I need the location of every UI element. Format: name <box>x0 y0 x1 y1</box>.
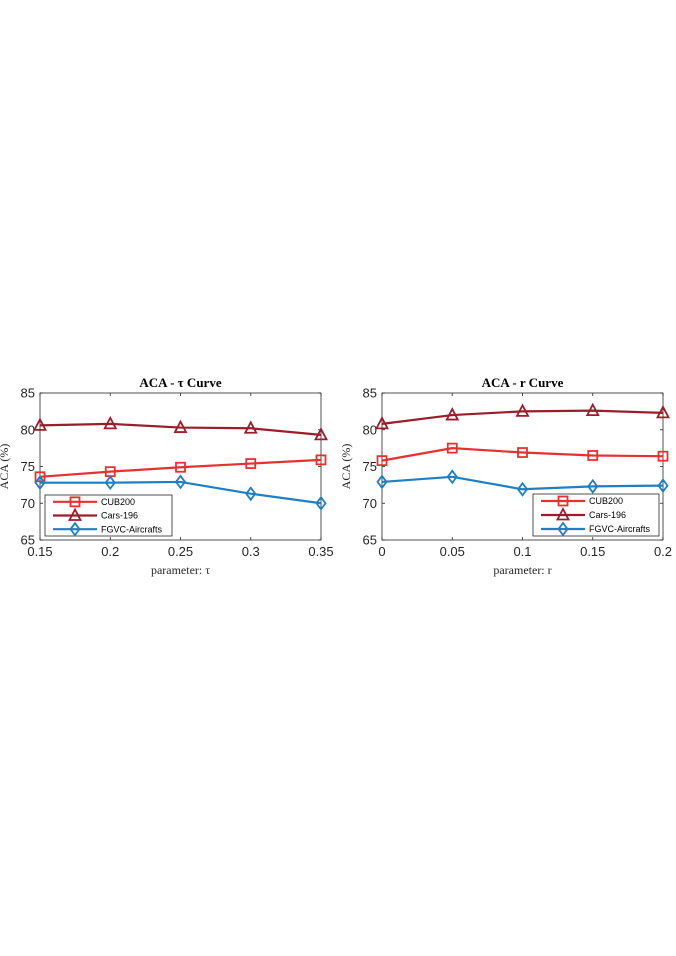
data-point <box>173 419 188 433</box>
chart-title: ACA - τ Curve <box>139 375 221 390</box>
data-point <box>315 495 327 511</box>
series-cars-196 <box>375 402 670 430</box>
x-axis: 0.15 0.2 0.25 0.3 0.35 <box>27 393 334 559</box>
legend-label: CUB200 <box>101 497 135 507</box>
series-line <box>381 409 664 425</box>
data-point <box>375 415 389 430</box>
data-point <box>174 474 187 490</box>
data-point <box>446 442 458 454</box>
data-point <box>245 486 257 502</box>
legend-marker <box>69 521 81 537</box>
data-point <box>445 407 460 421</box>
series-fgvc-aircrafts <box>376 469 669 497</box>
chart-1: 65 70 75 80 85 0.15 0.2 0.25 0.3 0.35 ACA - τ Curv… <box>0 375 334 577</box>
data-point <box>585 402 600 417</box>
data-point <box>175 461 186 473</box>
x-tick-label: 0.3 <box>242 544 260 559</box>
legend-label: Cars-196 <box>589 510 626 520</box>
y-tick-label: 65 <box>363 533 377 548</box>
data-point <box>656 404 670 419</box>
series-cars-196 <box>33 415 328 441</box>
data-point <box>446 469 458 485</box>
series-line <box>39 422 322 436</box>
data-point <box>314 426 328 441</box>
x-tick-label: 0.1 <box>513 544 531 559</box>
x-axis: 0 0.05 0.1 0.15 0.2 <box>378 393 672 559</box>
y-tick-label: 85 <box>21 386 35 401</box>
x-tick-label: 0.2 <box>654 544 672 559</box>
series-cub200 <box>376 442 669 467</box>
y-tick-label: 75 <box>21 459 35 474</box>
legend-label: FGVC-Aircrafts <box>101 524 163 534</box>
legend-label: FGVC-Aircrafts <box>589 524 651 534</box>
series-line <box>39 458 322 478</box>
legend: CUB200 Cars-196 FGVC-Aircrafts <box>44 494 173 537</box>
y-tick-label: 80 <box>363 422 377 437</box>
data-point <box>33 417 47 431</box>
x-tick-label: 0.2 <box>101 544 119 559</box>
y-tick-label: 65 <box>21 533 35 548</box>
y-axis: 65 70 75 80 85 <box>21 386 321 548</box>
chart-2: 65 70 75 80 85 0 0.05 0.1 0.15 0.2 ACA - r Curve pa… <box>339 375 672 577</box>
y-tick-label: 70 <box>363 496 377 511</box>
series-line <box>381 447 664 462</box>
x-tick-label: 0.15 <box>27 544 52 559</box>
data-point <box>657 478 669 494</box>
x-tick-label: 0.35 <box>308 544 333 559</box>
data-point <box>587 478 599 494</box>
series-line <box>381 475 664 491</box>
y-tick-label: 80 <box>21 422 35 437</box>
data-point <box>657 450 669 462</box>
data-point <box>376 474 388 490</box>
x-tick-label: 0.25 <box>168 544 193 559</box>
series-fgvc-aircrafts <box>34 474 327 511</box>
legend: CUB200 Cars-196 FGVC-Aircrafts <box>532 493 660 537</box>
x-axis-label: parameter: r <box>493 563 551 577</box>
data-point <box>515 403 530 417</box>
chart-title: ACA - r Curve <box>482 375 564 390</box>
x-tick-label: 0 <box>378 544 385 559</box>
y-axis-label: ACA (%) <box>339 444 353 490</box>
x-axis-label: parameter: τ <box>151 563 210 577</box>
x-tick-label: 0.05 <box>440 544 465 559</box>
series-line <box>40 480 322 505</box>
data-point <box>34 475 46 491</box>
data-point <box>315 454 327 466</box>
data-point <box>516 481 529 497</box>
legend-marker <box>557 495 569 507</box>
y-axis-label: ACA (%) <box>0 444 11 490</box>
y-tick-label: 75 <box>363 459 377 474</box>
data-point <box>103 415 118 430</box>
data-point <box>243 420 258 434</box>
y-tick-label: 85 <box>363 386 377 401</box>
data-point <box>517 447 528 458</box>
legend-marker <box>68 507 82 521</box>
legend-marker <box>557 521 569 537</box>
legend-label: CUB200 <box>589 496 623 506</box>
data-point <box>587 450 599 461</box>
x-tick-label: 0.15 <box>580 544 605 559</box>
data-point <box>104 475 116 491</box>
y-axis: 65 70 75 80 85 <box>363 386 663 548</box>
legend-marker <box>556 507 570 521</box>
y-tick-label: 70 <box>21 496 35 511</box>
legend-marker <box>69 496 81 508</box>
data-point <box>376 455 388 467</box>
data-point <box>34 471 46 483</box>
data-point <box>245 458 257 469</box>
legend-label: Cars-196 <box>101 511 138 521</box>
